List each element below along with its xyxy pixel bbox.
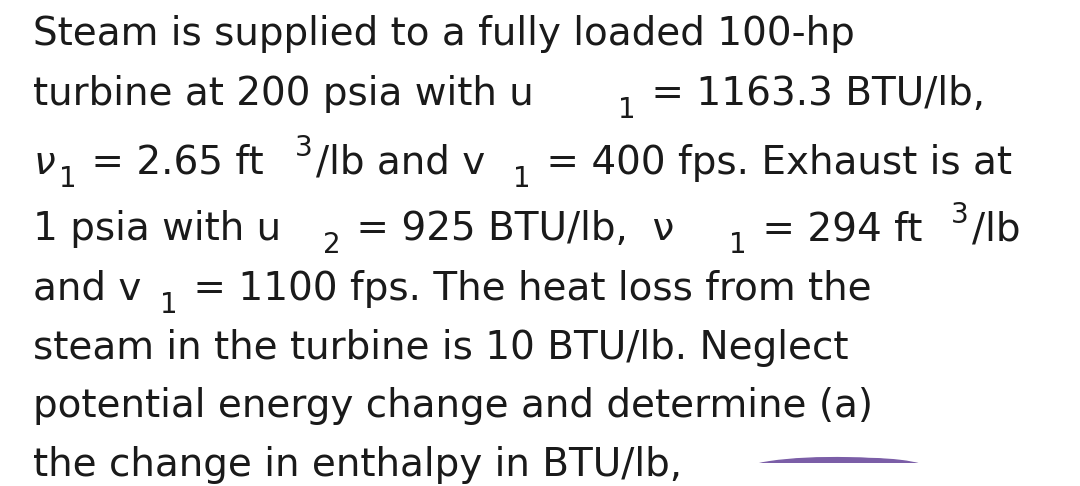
- Text: /lb and v: /lb and v: [315, 144, 485, 182]
- Text: ν: ν: [33, 144, 55, 182]
- Text: = 1163.3 BTU/lb,: = 1163.3 BTU/lb,: [638, 75, 985, 113]
- Text: the change in enthalpy in BTU/lb,: the change in enthalpy in BTU/lb,: [33, 446, 683, 485]
- PathPatch shape: [940, 465, 960, 486]
- Ellipse shape: [744, 458, 929, 486]
- Text: = 925 BTU/lb,  ν: = 925 BTU/lb, ν: [343, 210, 674, 248]
- Text: 2: 2: [323, 231, 340, 259]
- Text: potential energy change and determine (a): potential energy change and determine (a…: [33, 387, 874, 425]
- Text: = 2.65 ft: = 2.65 ft: [80, 144, 264, 182]
- Text: turbine at 200 psia with u: turbine at 200 psia with u: [33, 75, 535, 113]
- Text: 1: 1: [513, 165, 530, 192]
- Text: 1: 1: [160, 291, 177, 319]
- Text: = 1100 fps. The heat loss from the: = 1100 fps. The heat loss from the: [180, 270, 872, 308]
- Text: 1: 1: [729, 231, 747, 259]
- Text: = 294 ft: = 294 ft: [750, 210, 922, 248]
- Text: /lb: /lb: [972, 210, 1021, 248]
- Text: 3: 3: [951, 201, 969, 229]
- Ellipse shape: [737, 458, 956, 486]
- Text: steam in the turbine is 10 BTU/lb. Neglect: steam in the turbine is 10 BTU/lb. Negle…: [33, 330, 849, 367]
- Text: Steam is supplied to a fully loaded 100-hp: Steam is supplied to a fully loaded 100-…: [33, 16, 855, 53]
- Text: and v: and v: [33, 270, 141, 308]
- Text: = 400 fps. Exhaust is at: = 400 fps. Exhaust is at: [534, 144, 1012, 182]
- Text: 1 psia with u: 1 psia with u: [33, 210, 282, 248]
- Text: 1: 1: [59, 165, 77, 192]
- Text: 3: 3: [295, 134, 313, 162]
- Text: 1: 1: [618, 96, 635, 124]
